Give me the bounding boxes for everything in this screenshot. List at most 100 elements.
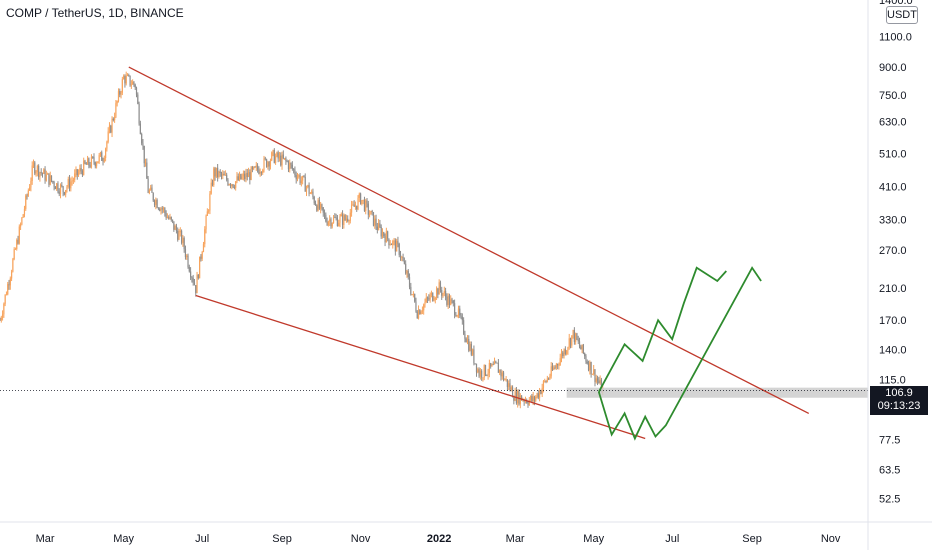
- candle-body: [535, 396, 537, 401]
- candle-body: [566, 350, 568, 354]
- candle-body: [542, 380, 545, 388]
- candle-body: [296, 176, 299, 180]
- candle-body: [513, 397, 515, 401]
- candle-body: [50, 175, 53, 182]
- candle-body: [402, 256, 404, 261]
- candle-body: [599, 379, 601, 383]
- candle-body: [260, 172, 263, 173]
- candle-body: [584, 353, 586, 357]
- candle-body: [262, 170, 264, 173]
- candle-body: [544, 380, 546, 382]
- candle-body: [497, 363, 499, 373]
- last-price-label: 106.9 09:13:23: [870, 386, 928, 415]
- price-tick-label: 630.0: [879, 116, 907, 128]
- candle-body: [478, 369, 480, 377]
- candle-body: [209, 193, 211, 211]
- candle-body: [430, 292, 433, 295]
- currency-button[interactable]: USDT: [886, 6, 918, 24]
- candle-body: [105, 148, 107, 159]
- candle-body: [411, 294, 413, 295]
- candle-body: [537, 393, 539, 398]
- candle-body: [121, 79, 123, 93]
- candle-body: [89, 165, 91, 167]
- candle-body: [193, 282, 196, 286]
- candle-body: [392, 240, 394, 245]
- candle-body: [39, 172, 41, 178]
- time-tick-label: Mar: [506, 533, 525, 545]
- candle-body: [581, 344, 583, 350]
- candle-body: [124, 76, 126, 84]
- candle-body: [62, 186, 64, 193]
- candle-body: [157, 207, 160, 209]
- candle-body: [160, 208, 162, 211]
- candle-body: [550, 366, 552, 377]
- candle-body: [186, 255, 188, 258]
- candle-body: [483, 365, 485, 378]
- candle-body: [495, 361, 497, 363]
- candle-body: [387, 231, 389, 239]
- candle-body: [40, 172, 42, 174]
- candle-body: [529, 395, 532, 400]
- candle-body: [144, 162, 147, 164]
- candle-body: [138, 103, 140, 124]
- price-tick-label: 1400.0: [879, 0, 913, 7]
- candle-body: [281, 154, 283, 166]
- candle-body: [59, 184, 62, 195]
- candle-body: [86, 158, 89, 165]
- candle-body: [347, 218, 349, 221]
- candle-body: [563, 349, 565, 356]
- candle-body: [523, 399, 525, 402]
- candle-body: [510, 387, 512, 390]
- candle-body: [469, 344, 471, 351]
- candle-body: [32, 162, 35, 166]
- candle-body: [511, 387, 514, 398]
- candle-body: [472, 349, 474, 355]
- candle-body: [335, 217, 337, 219]
- candle-body: [463, 320, 465, 334]
- candle-body: [9, 278, 11, 286]
- candle-body: [102, 160, 104, 162]
- candle-body: [394, 240, 396, 252]
- candle-body: [396, 240, 398, 252]
- candle-body: [514, 391, 516, 401]
- candle-body: [16, 239, 18, 250]
- candle-body: [385, 231, 387, 243]
- candle-body: [235, 181, 237, 188]
- candle-body: [142, 143, 144, 146]
- candle-body: [126, 75, 129, 76]
- candle-body: [313, 196, 315, 204]
- candle-body: [54, 186, 56, 190]
- candle-body: [389, 244, 391, 246]
- candle-body: [129, 75, 131, 86]
- candle-body: [135, 87, 138, 95]
- time-tick-label: Sep: [272, 533, 292, 545]
- candle-body: [321, 204, 323, 208]
- candle-body: [466, 338, 469, 343]
- candle-body: [117, 91, 120, 102]
- candle-body: [61, 184, 63, 187]
- candle-body: [68, 179, 71, 189]
- candle-body: [268, 162, 270, 167]
- candle-body: [323, 212, 326, 215]
- candle-body: [532, 396, 534, 402]
- candle-body: [237, 176, 239, 181]
- candle-body: [446, 296, 448, 305]
- candle-body: [76, 169, 78, 176]
- candle-body: [353, 204, 355, 207]
- candle-body: [448, 295, 451, 305]
- candle-body: [398, 243, 400, 255]
- candle-body: [5, 294, 8, 296]
- candle-body: [464, 333, 466, 339]
- candle-body: [433, 299, 435, 301]
- candle-body: [572, 329, 574, 336]
- wedge-upper-trendline: [128, 66, 810, 414]
- candle-body: [362, 199, 364, 201]
- time-axis: Mar May Jul Sep Nov 2022 Mar May Jul Sep Nov: [36, 533, 841, 545]
- candle-body: [465, 338, 467, 343]
- candle-body: [241, 176, 243, 180]
- candle-body: [7, 284, 9, 295]
- candle-body: [451, 299, 453, 301]
- projection-path-bullish: [598, 266, 727, 393]
- candle-body: [254, 166, 256, 168]
